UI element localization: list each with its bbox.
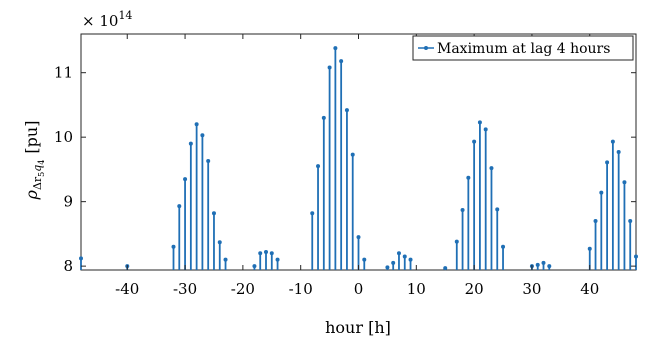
stem-marker	[495, 207, 500, 212]
stem-marker	[258, 251, 263, 256]
stem-marker	[188, 141, 193, 146]
x-tick-label: -40	[115, 280, 139, 298]
stem-marker	[443, 266, 448, 271]
stem-marker	[616, 150, 621, 154]
stem-marker	[483, 127, 488, 132]
stem-marker	[489, 166, 494, 171]
y-tick-label: 9	[63, 193, 73, 211]
plot-frame	[80, 33, 637, 271]
x-tick-label: -20	[231, 280, 255, 298]
stem-marker	[402, 254, 407, 259]
stem-marker	[177, 204, 182, 209]
stem-marker	[223, 257, 228, 262]
stem-marker	[628, 218, 633, 223]
stem-marker	[466, 175, 471, 180]
stem-marker	[350, 152, 355, 157]
legend: Maximum at lag 4 hours	[412, 35, 634, 61]
stem-marker	[194, 122, 199, 127]
x-axis-title: hour [h]	[325, 318, 391, 337]
stem-marker	[622, 180, 627, 185]
x-tick-label: 20	[465, 280, 484, 298]
stem-marker	[333, 46, 338, 51]
stem-marker	[610, 139, 615, 144]
legend-marker-swatch	[424, 46, 428, 50]
legend-box	[412, 35, 634, 61]
stem-marker	[541, 260, 546, 265]
stem-marker	[385, 265, 390, 270]
x-axis-ticks: -40 -30 -20 -10 0 10 20 30 40	[115, 34, 599, 298]
stem-marker	[356, 235, 361, 240]
stem-marker	[200, 133, 205, 138]
x-tick-label: -10	[289, 280, 313, 298]
y-tick-label: 10	[54, 128, 73, 146]
stem-marker	[501, 244, 506, 249]
x-tick-label: 0	[354, 280, 364, 298]
stem-marker	[634, 254, 638, 259]
stem-marker	[310, 211, 315, 216]
stem-marker	[587, 246, 592, 251]
stem-marker	[316, 164, 321, 169]
stem-marker	[391, 260, 396, 265]
y-axis-title: ρΔr5q4[pu]	[22, 121, 46, 201]
x-tick-label: 40	[580, 280, 599, 298]
stem-marker	[605, 160, 610, 165]
x-tick-label: -30	[173, 280, 197, 298]
stem-marker	[327, 65, 332, 70]
y-axis-ticks: 8 9 10 11	[54, 64, 636, 275]
stem-marker	[264, 249, 268, 254]
stem-marker	[472, 139, 477, 144]
stem-marker	[211, 211, 216, 216]
stem-marker	[362, 257, 367, 262]
y-tick-label: 11	[54, 64, 73, 82]
stem-marker	[477, 120, 482, 125]
stem-marker	[339, 59, 344, 64]
stem-marker	[396, 251, 401, 256]
stem-marker	[454, 239, 459, 244]
stem-marker	[535, 262, 540, 267]
stem-marker	[547, 264, 552, 269]
stem-marker	[269, 251, 274, 256]
stem-marker	[593, 218, 598, 223]
stem-marker	[206, 159, 211, 164]
y-tick-label: 8	[63, 257, 73, 275]
stem-marker	[171, 244, 176, 249]
stem-series	[79, 46, 638, 271]
x-tick-label: 30	[522, 280, 541, 298]
stem-marker	[599, 190, 604, 195]
stem-marker	[321, 115, 326, 120]
x-tick-label: 10	[407, 280, 426, 298]
exponent-label: × 1014	[82, 9, 132, 30]
legend-label: Maximum at lag 4 hours	[437, 41, 610, 57]
stem-marker	[79, 256, 83, 261]
stem-marker	[252, 264, 257, 269]
stem-marker	[183, 177, 188, 182]
stem-marker	[408, 257, 413, 262]
stem-marker	[217, 240, 222, 245]
stem-marker	[344, 108, 349, 113]
stem-marker	[460, 208, 465, 213]
stem-marker	[275, 257, 280, 262]
